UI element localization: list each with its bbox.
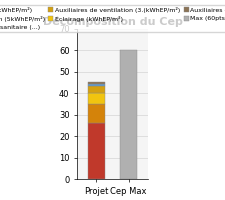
Bar [88, 84, 105, 86]
Bar [120, 50, 137, 179]
Bar [88, 86, 105, 93]
Bar [88, 123, 105, 179]
Bar [88, 104, 105, 123]
Legend: Chauffage (kWhEP/m²), Climatisation (5kWhEP/m²), Eau chaude sanitaire (...), Aux: Chauffage (kWhEP/m²), Climatisation (5kW… [0, 5, 225, 32]
Bar [88, 82, 105, 84]
Bar [88, 93, 105, 104]
Title: Décomposition du Cep: Décomposition du Cep [43, 16, 182, 27]
